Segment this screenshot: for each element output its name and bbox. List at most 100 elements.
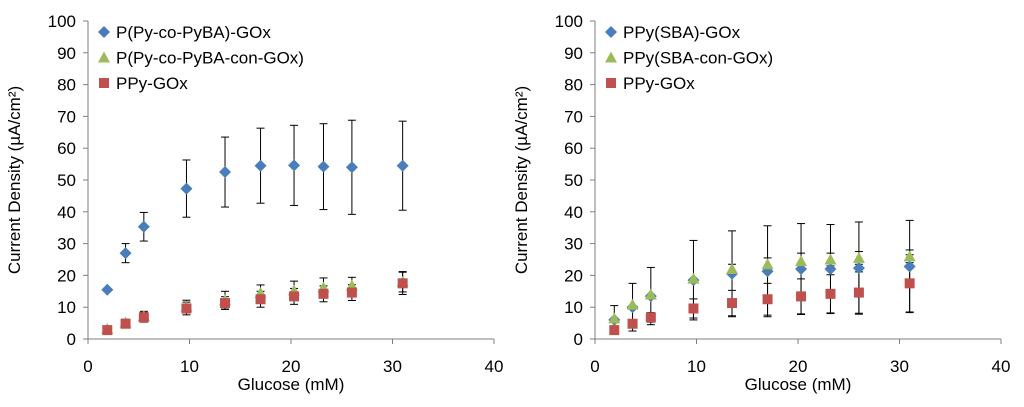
y-tick-label: 30	[564, 235, 583, 254]
series-diamond	[101, 159, 409, 296]
x-tick-label: 30	[890, 357, 909, 376]
data-point	[627, 318, 638, 329]
y-tick-label: 50	[564, 171, 583, 190]
legend: P(Py-co-PyBA)-GOx P(Py-co-PyBA-con-GOx) PP…	[98, 23, 304, 93]
y-tick-label: 40	[57, 203, 76, 222]
data-point	[255, 294, 266, 305]
chart-panel-2: 0 10 20 30 40 50 60 70 80 90 100 0 10 20 30 40 Glucose (…	[512, 12, 1010, 394]
y-tick-label: 50	[57, 171, 76, 190]
x-tick-label: 40	[485, 357, 504, 376]
y-tick-label: 20	[564, 266, 583, 285]
data-point	[137, 220, 150, 233]
y-tick-label: 70	[564, 107, 583, 126]
data-point	[644, 288, 657, 300]
y-tick-label: 60	[564, 139, 583, 158]
data-point	[825, 288, 836, 299]
data-point	[727, 298, 738, 309]
data-point	[119, 247, 132, 260]
legend-marker	[605, 26, 617, 38]
x-tick-label: 30	[383, 357, 402, 376]
data-point	[180, 182, 193, 195]
error-bars-diamond	[121, 119, 407, 264]
y-tick-label: 0	[67, 330, 76, 349]
legend-marker	[98, 51, 110, 63]
data-point	[824, 253, 837, 265]
data-point	[181, 303, 192, 314]
data-point	[120, 318, 131, 329]
data-point	[254, 159, 267, 172]
data-point	[762, 294, 773, 305]
data-point	[852, 251, 865, 263]
x-tick-label: 20	[789, 357, 808, 376]
data-point	[726, 263, 739, 275]
x-axis-label: Glucose (mM)	[745, 375, 852, 394]
x-tick-label: 0	[590, 357, 599, 376]
legend-marker	[99, 78, 109, 88]
y-tick-label: 100	[555, 12, 583, 31]
y-tick-label: 20	[57, 266, 76, 285]
legend: PPy(SBA)-GOx PPy(SBA-con-GOx) PPy-GOx	[605, 23, 773, 93]
legend-marker	[98, 26, 110, 38]
legend-label: PPy(SBA-con-GOx)	[623, 49, 773, 68]
data-point	[289, 291, 300, 302]
x-tick-label: 10	[180, 357, 199, 376]
y-tick-label: 40	[564, 203, 583, 222]
x-tick-label: 10	[687, 357, 706, 376]
y-tick-label: 80	[564, 76, 583, 95]
data-point	[220, 298, 231, 309]
data-point	[101, 283, 114, 296]
data-point	[626, 298, 639, 310]
series-triangle	[608, 250, 916, 324]
data-point	[102, 325, 113, 336]
y-axis-label: Current Density (µA/cm²)	[5, 86, 24, 274]
y-tick-label: 10	[57, 298, 76, 317]
data-point	[688, 303, 699, 314]
data-point	[645, 312, 656, 323]
data-point	[761, 258, 774, 270]
legend-label: PPy-GOx	[116, 74, 188, 93]
y-tick-label: 30	[57, 235, 76, 254]
data-point	[824, 263, 837, 276]
data-point	[903, 260, 916, 273]
data-point	[318, 288, 329, 299]
data-point	[903, 250, 916, 262]
data-point	[904, 278, 915, 289]
series-square	[609, 278, 915, 336]
y-tick-label: 70	[57, 107, 76, 126]
x-axis-label: Glucose (mM)	[238, 375, 345, 394]
data-point	[853, 287, 864, 298]
y-tick-label: 90	[57, 44, 76, 63]
data-point	[609, 325, 620, 336]
y-tick-label: 90	[564, 44, 583, 63]
data-point	[288, 159, 301, 172]
x-tick-label: 40	[992, 357, 1011, 376]
y-tick-label: 100	[48, 12, 76, 31]
data-point	[852, 262, 865, 275]
y-tick-label: 80	[57, 76, 76, 95]
series-square	[102, 278, 408, 336]
chart-panel-1: 0 10 20 30 40 50 60 70 80 90 100 0 10 20 30 40 Glucose (…	[5, 12, 503, 394]
y-tick-label: 10	[564, 298, 583, 317]
legend-label: P(Py-co-PyBA-con-GOx)	[116, 49, 304, 68]
x-tick-label: 0	[83, 357, 92, 376]
data-point	[396, 159, 409, 172]
series-triangle	[101, 275, 409, 334]
data-point	[397, 278, 408, 289]
legend-label: P(Py-co-PyBA)-GOx	[116, 23, 271, 42]
data-point	[687, 272, 700, 284]
x-tick-label: 20	[282, 357, 301, 376]
data-point	[346, 287, 357, 298]
data-point	[608, 312, 621, 324]
legend-marker	[606, 78, 616, 88]
data-point	[796, 291, 807, 302]
legend-label: PPy-GOx	[623, 74, 695, 93]
error-bars-triangle	[728, 249, 914, 275]
y-tick-label: 0	[574, 330, 583, 349]
data-point	[219, 166, 232, 179]
data-point	[138, 312, 149, 323]
legend-marker	[605, 51, 617, 63]
legend-label: PPy(SBA)-GOx	[623, 23, 741, 42]
data-point	[317, 160, 330, 173]
